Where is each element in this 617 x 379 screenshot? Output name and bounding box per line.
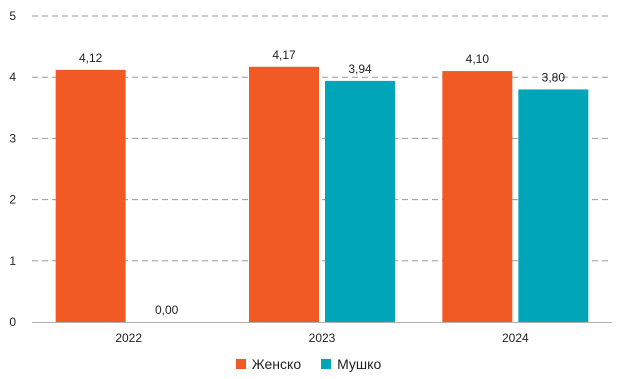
bar [442, 71, 513, 322]
data-label: 0,00 [155, 303, 179, 317]
legend-label-male: Мушко [337, 356, 382, 372]
y-tick-label: 5 [9, 9, 16, 23]
legend-swatch-male [321, 359, 332, 369]
bar [55, 69, 126, 322]
data-label: 4,10 [466, 52, 490, 66]
y-tick-label: 0 [9, 315, 16, 329]
bar [249, 66, 319, 323]
data-label: 4,12 [79, 51, 103, 65]
bar [325, 80, 395, 322]
data-label: 3,80 [542, 70, 566, 84]
legend-swatch-female [235, 359, 246, 369]
data-label: 4,17 [272, 48, 296, 62]
legend-label-female: Женско [251, 356, 302, 372]
legend: Женско Мушко [0, 356, 617, 372]
bar [518, 89, 589, 322]
data-label: 3,94 [348, 62, 372, 76]
y-tick-label: 4 [9, 70, 16, 84]
legend-item-female: Женско [235, 356, 302, 372]
x-tick-label: 2023 [309, 331, 336, 345]
y-tick-label: 3 [9, 131, 16, 145]
legend-item-male: Мушко [321, 356, 381, 372]
y-tick-label: 1 [9, 254, 16, 268]
x-tick-label: 2024 [502, 331, 529, 345]
x-tick-label: 2022 [115, 331, 142, 345]
y-tick-label: 2 [9, 193, 16, 207]
